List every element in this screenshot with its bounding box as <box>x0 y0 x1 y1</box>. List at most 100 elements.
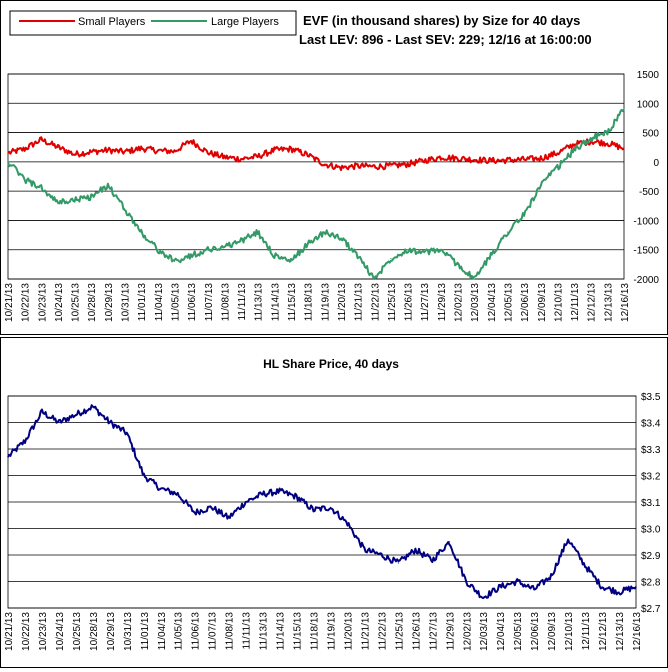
series-line-small-players <box>7 136 625 172</box>
y-tick-label: 0 <box>653 158 659 169</box>
data-point <box>245 501 247 503</box>
data-point <box>278 490 281 492</box>
data-point <box>143 474 145 477</box>
data-point <box>550 575 552 577</box>
x-tick-label: 11/01/13 <box>137 283 148 322</box>
data-point <box>273 254 275 257</box>
data-point <box>207 151 209 154</box>
y-tick-label: $3.4 <box>641 419 661 430</box>
data-point <box>499 586 501 588</box>
data-point <box>228 517 230 519</box>
data-point <box>312 509 315 511</box>
evf-x-axis: 10/21/13 10/22/13 10/23/13 10/24/13 10/25/13… <box>4 283 631 322</box>
data-point <box>540 157 542 159</box>
y-tick-label: $2.7 <box>641 604 661 615</box>
x-tick-label: 11/07/13 <box>204 283 215 322</box>
data-point <box>211 506 213 508</box>
y-tick-label: -500 <box>639 187 659 198</box>
x-tick-label: 10/31/13 <box>123 612 134 651</box>
x-tick-label: 11/14/13 <box>270 283 281 322</box>
x-tick-label: 11/22/13 <box>370 283 381 322</box>
data-point <box>456 263 459 265</box>
price-series <box>7 404 637 600</box>
x-tick-label: 12/12/13 <box>598 612 609 651</box>
data-point <box>397 562 399 564</box>
evf-title-line1: EVF (in thousand shares) by Size for 40 … <box>303 13 581 28</box>
x-tick-label: 11/25/13 <box>387 283 398 322</box>
legend-small-label: Small Players <box>78 16 146 28</box>
x-tick-label: 10/24/13 <box>54 283 65 322</box>
x-tick-label: 11/05/13 <box>174 612 185 651</box>
data-point <box>7 456 9 458</box>
data-point <box>635 586 637 588</box>
data-point <box>390 165 392 167</box>
x-tick-label: 10/22/13 <box>21 612 32 651</box>
data-point <box>123 208 126 210</box>
data-point <box>618 591 620 593</box>
x-tick-label: 10/29/13 <box>104 283 115 322</box>
data-point <box>573 149 575 151</box>
data-point <box>346 522 349 524</box>
data-point <box>601 586 603 588</box>
data-point <box>323 163 325 165</box>
data-point <box>257 155 259 158</box>
data-point <box>380 554 383 556</box>
data-point <box>556 152 559 154</box>
x-tick-label: 11/15/13 <box>293 612 304 651</box>
data-point <box>123 151 126 153</box>
data-point <box>540 184 542 186</box>
y-tick-label: -1500 <box>633 246 659 257</box>
data-point <box>160 488 162 490</box>
data-point <box>456 157 459 159</box>
data-point <box>24 440 26 442</box>
x-tick-label: 11/08/13 <box>225 612 236 651</box>
y-tick-label: 1500 <box>637 70 660 81</box>
legend-large-label: Large Players <box>211 16 279 28</box>
x-tick-label: 11/11/13 <box>237 283 248 321</box>
data-point <box>173 260 176 263</box>
data-point <box>261 493 264 495</box>
data-point <box>24 148 26 150</box>
x-tick-label: 12/11/13 <box>570 283 581 322</box>
series-line-hl <box>7 404 637 600</box>
x-tick-label: 10/25/13 <box>72 612 83 651</box>
data-point <box>363 549 366 551</box>
data-point <box>40 139 42 141</box>
data-point <box>107 184 109 186</box>
data-point <box>194 512 196 514</box>
data-point <box>240 158 242 160</box>
x-tick-label: 12/11/13 <box>581 612 592 651</box>
x-tick-label: 11/27/13 <box>420 283 431 322</box>
series-line-large-players <box>7 108 625 280</box>
data-point <box>7 161 9 163</box>
data-point <box>506 231 509 233</box>
price-plot-area <box>7 395 637 609</box>
x-tick-label: 12/04/13 <box>487 283 498 322</box>
evf-chart-svg: 1500 1000 500 0 -500 -1000 -1500 -2000 10/21/13… <box>4 10 660 322</box>
x-tick-label: 12/03/13 <box>479 612 490 651</box>
data-point <box>567 538 569 540</box>
data-point <box>623 147 625 150</box>
x-tick-label: 10/23/13 <box>37 283 48 322</box>
data-point <box>323 231 325 233</box>
x-tick-label: 12/16/13 <box>632 612 643 651</box>
data-point <box>223 246 226 248</box>
data-point <box>58 421 60 424</box>
data-point <box>329 506 332 508</box>
data-point <box>473 158 475 161</box>
x-tick-label: 10/24/13 <box>55 612 66 651</box>
x-tick-label: 11/13/13 <box>254 283 265 322</box>
price-x-axis: 10/21/13 10/22/13 10/23/13 10/24/13 10/25/13… <box>4 612 643 651</box>
x-tick-label: 11/26/13 <box>411 612 422 651</box>
x-tick-label: 12/04/13 <box>496 612 507 651</box>
data-point <box>109 421 111 424</box>
y-tick-label: $2.8 <box>641 578 661 589</box>
x-tick-label: 10/25/13 <box>71 283 82 322</box>
data-point <box>573 143 575 145</box>
data-point <box>506 159 509 161</box>
x-tick-label: 12/12/13 <box>587 283 598 322</box>
data-point <box>340 167 342 169</box>
data-point <box>157 249 159 251</box>
x-tick-label: 11/21/13 <box>354 283 365 322</box>
x-tick-label: 11/18/13 <box>304 283 315 322</box>
